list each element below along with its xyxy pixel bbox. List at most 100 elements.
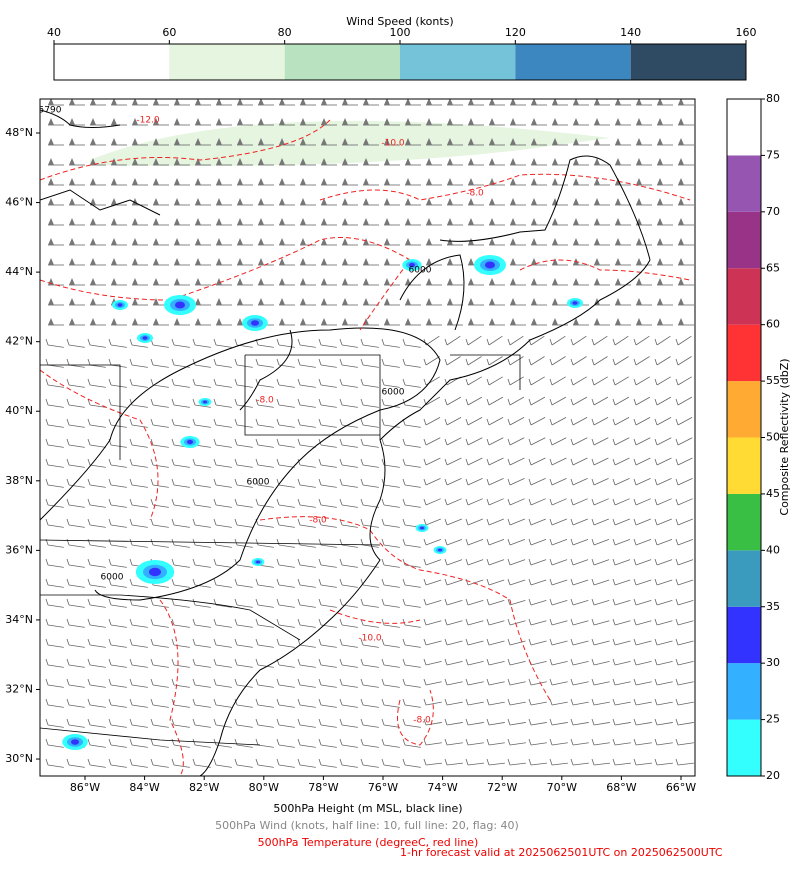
barb-feather — [108, 378, 112, 386]
barb-feather — [633, 478, 637, 486]
barb-feather — [129, 478, 133, 486]
barb-shaft — [68, 444, 85, 448]
barb-shaft — [299, 644, 316, 648]
barb-shaft — [215, 644, 232, 648]
barb-flag — [405, 278, 411, 285]
barb-shaft — [89, 664, 106, 668]
barb-shaft — [362, 744, 379, 748]
temperature-label: -8.0 — [466, 189, 484, 199]
barb-shaft — [635, 701, 652, 706]
barb-shaft — [362, 544, 379, 548]
barb-flag — [426, 158, 432, 165]
barb-feather — [591, 478, 595, 486]
barb-shaft — [89, 344, 106, 348]
barb-shaft — [404, 564, 421, 568]
lat-tick-label: 32°N — [5, 682, 33, 695]
barb-feather — [66, 478, 70, 486]
barb-feather — [360, 758, 364, 766]
barb-flag — [615, 99, 621, 105]
barb-shaft — [572, 538, 589, 546]
barb-feather — [549, 758, 553, 766]
barb-shaft — [341, 384, 358, 388]
tick-label: 25 — [766, 713, 780, 726]
barb-feather — [549, 578, 553, 586]
barb-feather — [402, 738, 406, 746]
barb-flag — [48, 138, 54, 145]
barb-flag — [279, 158, 285, 165]
barb-shaft — [509, 376, 524, 386]
lat-tick-label: 44°N — [5, 265, 33, 278]
barb-feather — [66, 718, 70, 726]
barb-feather — [423, 598, 427, 606]
barb-feather — [276, 718, 280, 726]
barb-feather — [591, 418, 595, 426]
barb-flag — [69, 318, 75, 325]
barb-flag — [552, 258, 558, 265]
barb-shaft — [677, 437, 693, 446]
barb-flag — [111, 238, 117, 245]
barb-flag — [678, 238, 684, 245]
barb-feather — [612, 518, 616, 526]
barb-feather — [423, 518, 427, 526]
barb-feather — [108, 358, 112, 366]
barb-flag — [90, 278, 96, 285]
barb-flag — [657, 278, 663, 285]
barb-feather — [360, 418, 364, 426]
barb-flag — [615, 198, 621, 205]
barb-shaft — [320, 744, 337, 748]
barb-shaft — [320, 724, 337, 728]
barb-shaft — [68, 664, 85, 668]
lon-tick-label: 82°W — [189, 781, 219, 794]
barb-feather — [381, 698, 385, 706]
barb-shaft — [47, 684, 64, 688]
barb-shaft — [152, 504, 169, 508]
barb-flag — [279, 178, 285, 185]
barb-feather — [150, 398, 154, 406]
barb-shaft — [572, 599, 589, 606]
barb-shaft — [47, 704, 64, 708]
barb-feather — [486, 558, 490, 566]
barb-flag — [405, 118, 411, 125]
tick-label: 60 — [766, 318, 780, 331]
barb-feather — [381, 578, 385, 586]
barb-feather — [486, 518, 490, 526]
barb-shaft — [425, 599, 442, 606]
barb-flag — [510, 258, 516, 265]
barb-flag — [615, 278, 621, 285]
barb-shaft — [173, 524, 190, 528]
barb-shaft — [404, 464, 421, 468]
barb-shaft — [194, 704, 211, 708]
barb-feather — [66, 358, 70, 366]
barb-shaft — [341, 584, 358, 588]
barb-flag — [594, 158, 600, 165]
barb-feather — [549, 598, 553, 606]
tick-label: 75 — [766, 148, 780, 161]
barb-feather — [402, 678, 406, 686]
barb-feather — [192, 558, 196, 566]
barb-shaft — [446, 762, 463, 766]
barb-shaft — [530, 742, 547, 746]
barb-feather — [150, 638, 154, 646]
barb-flag — [111, 99, 117, 105]
barb-shaft — [614, 335, 629, 346]
barb-feather — [234, 438, 238, 446]
barb-feather — [528, 678, 532, 686]
barb-feather — [255, 718, 259, 726]
barb-shaft — [89, 684, 106, 688]
barb-feather — [675, 358, 679, 366]
barb-feather — [171, 518, 175, 526]
barb-flag — [342, 99, 348, 105]
barb-shaft — [572, 722, 589, 726]
barb-flag — [153, 99, 159, 105]
barb-feather — [171, 458, 175, 466]
barb-feather — [381, 398, 385, 406]
barb-flag — [90, 158, 96, 165]
barb-feather — [108, 398, 112, 406]
barb-shaft — [257, 744, 274, 748]
barb-feather — [402, 518, 406, 526]
barb-feather — [591, 578, 595, 586]
barb-feather — [192, 398, 196, 406]
barb-flag — [468, 238, 474, 245]
barb-shaft — [152, 724, 169, 728]
barb-feather — [318, 478, 322, 486]
